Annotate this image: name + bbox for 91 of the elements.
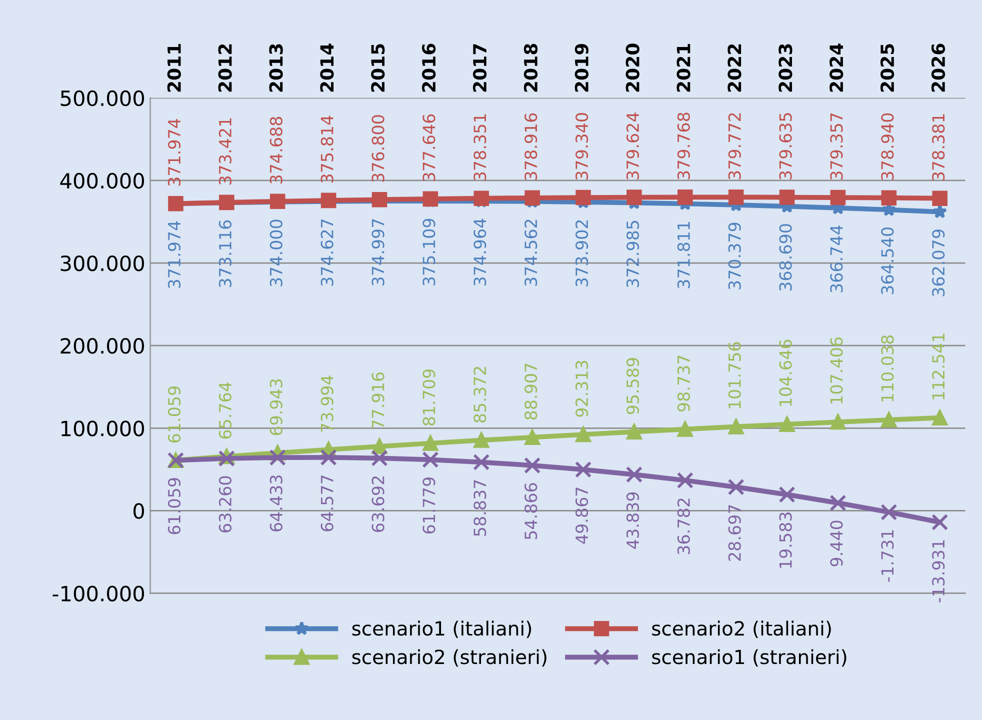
x-tick-label: 2021 xyxy=(676,44,690,92)
x-tick-label: 2017 xyxy=(472,44,487,92)
data-label: 375.814 xyxy=(320,116,334,183)
y-tick-label: 200.000 xyxy=(60,338,144,354)
data-label: 375.109 xyxy=(422,218,436,286)
legend-label: scenario2 (italiani) xyxy=(652,620,831,638)
data-label: 65.764 xyxy=(218,382,232,439)
data-label: 379.768 xyxy=(677,112,690,180)
x-tick-label: 2024 xyxy=(830,44,844,92)
data-label: 28.697 xyxy=(728,505,741,561)
data-label: 378.351 xyxy=(474,114,486,180)
data-label: 379.340 xyxy=(575,113,588,180)
data-label: 77.916 xyxy=(372,372,384,428)
x-tick-label: 2019 xyxy=(574,44,588,92)
y-tick-label: 100.000 xyxy=(62,420,144,436)
legend-label: scenario1 (stranieri) xyxy=(652,649,846,667)
data-label: 61.779 xyxy=(422,478,436,534)
data-label: 43.839 xyxy=(626,492,640,549)
data-label: 373.116 xyxy=(218,220,232,287)
data-label: 379.357 xyxy=(830,113,843,180)
data-label: 85.372 xyxy=(474,366,486,422)
y-tick-label: -100.000 xyxy=(52,586,144,602)
data-label: 377.646 xyxy=(422,114,436,181)
data-label: 373.421 xyxy=(218,118,232,184)
data-label: 379.772 xyxy=(728,113,741,180)
data-label: -1.731 xyxy=(881,530,894,582)
data-label: 81.709 xyxy=(422,369,436,426)
data-label: 374.688 xyxy=(270,116,282,184)
data-label: 372.985 xyxy=(626,220,640,288)
data-label: 19.583 xyxy=(779,512,792,568)
data-label: 95.589 xyxy=(626,358,640,414)
y-tick-label: 400.000 xyxy=(60,172,144,189)
x-tick-label: 2020 xyxy=(626,44,640,92)
x-tick-label: 2011 xyxy=(167,44,181,92)
data-label: 370.379 xyxy=(728,222,741,290)
x-tick-label: 2014 xyxy=(320,44,334,92)
data-label: -13.931 xyxy=(932,540,945,602)
data-label: 371.974 xyxy=(168,118,181,186)
x-tick-label: 2018 xyxy=(524,44,538,92)
data-label: 73.994 xyxy=(320,376,334,432)
data-label: 104.646 xyxy=(779,340,792,406)
data-label: 58.837 xyxy=(474,480,486,536)
data-label: 92.313 xyxy=(575,360,588,417)
data-label: 49.867 xyxy=(575,488,588,544)
data-label: 371.811 xyxy=(677,222,690,288)
data-label: 362.079 xyxy=(932,230,945,296)
data-label: 61.059 xyxy=(168,386,181,442)
data-label: 366.744 xyxy=(830,226,843,292)
x-tick-label: 2022 xyxy=(728,44,742,92)
data-label: 376.800 xyxy=(372,115,384,182)
data-label: 373.902 xyxy=(575,220,588,286)
legend-label: scenario1 (italiani) xyxy=(352,620,532,638)
data-label: 374.964 xyxy=(474,218,486,286)
data-label: 61.059 xyxy=(168,478,181,534)
y-tick-label: 0 xyxy=(134,503,144,519)
data-label: 378.381 xyxy=(932,114,945,180)
data-label: 374.000 xyxy=(270,220,282,286)
x-tick-label: 2013 xyxy=(269,44,283,92)
data-label: 101.756 xyxy=(728,342,741,408)
x-tick-label: 2012 xyxy=(218,44,232,92)
data-label: 36.782 xyxy=(677,498,690,554)
data-label: 64.433 xyxy=(270,476,282,532)
data-label: 54.866 xyxy=(524,483,538,540)
data-label: 63.692 xyxy=(372,476,384,532)
data-label: 63.260 xyxy=(218,476,232,532)
data-label: 107.406 xyxy=(830,338,843,404)
data-label: 374.997 xyxy=(372,219,384,286)
data-label: 378.916 xyxy=(524,113,538,180)
x-tick-label: 2025 xyxy=(880,44,894,92)
data-label: 88.907 xyxy=(524,364,538,420)
x-tick-label: 2016 xyxy=(422,44,436,92)
data-label: 378.940 xyxy=(881,113,894,180)
data-label: 379.635 xyxy=(779,113,792,180)
x-tick-label: 2015 xyxy=(371,44,385,92)
data-label: 371.974 xyxy=(168,221,181,288)
data-label: 112.541 xyxy=(932,334,945,400)
y-tick-label: 300.000 xyxy=(60,255,144,272)
data-label: 9.440 xyxy=(830,520,843,566)
data-label: 69.943 xyxy=(270,379,282,436)
legend-label: scenario2 (stranieri) xyxy=(352,649,546,667)
data-label: 374.627 xyxy=(320,220,334,286)
data-label: 64.577 xyxy=(320,475,334,532)
data-label: 364.540 xyxy=(881,228,894,294)
data-label: 368.690 xyxy=(779,224,792,291)
data-label: 374.562 xyxy=(524,220,538,286)
data-label: 110.038 xyxy=(881,335,894,402)
x-tick-label: 2023 xyxy=(778,44,792,92)
x-tick-label: 2026 xyxy=(931,44,946,92)
y-tick-label: 500.000 xyxy=(60,90,144,106)
data-label: 379.624 xyxy=(626,112,640,180)
data-label: 98.737 xyxy=(677,356,690,412)
